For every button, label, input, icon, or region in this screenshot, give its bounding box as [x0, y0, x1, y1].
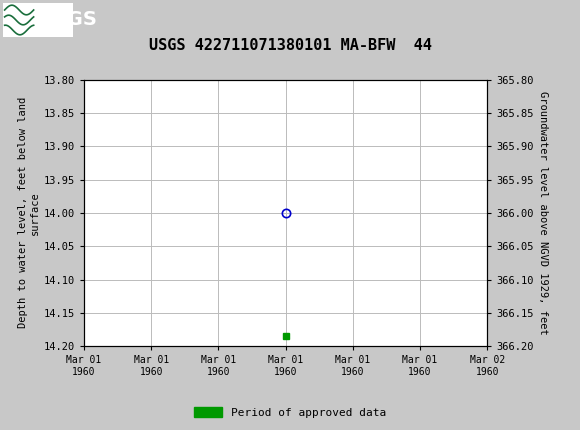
Text: USGS 422711071380101 MA-BFW  44: USGS 422711071380101 MA-BFW 44	[148, 38, 432, 52]
Text: USGS: USGS	[38, 10, 97, 30]
Y-axis label: Depth to water level, feet below land
surface: Depth to water level, feet below land su…	[18, 97, 39, 329]
FancyBboxPatch shape	[3, 3, 72, 37]
Legend: Period of approved data: Period of approved data	[190, 402, 390, 422]
Y-axis label: Groundwater level above NGVD 1929, feet: Groundwater level above NGVD 1929, feet	[538, 91, 548, 335]
